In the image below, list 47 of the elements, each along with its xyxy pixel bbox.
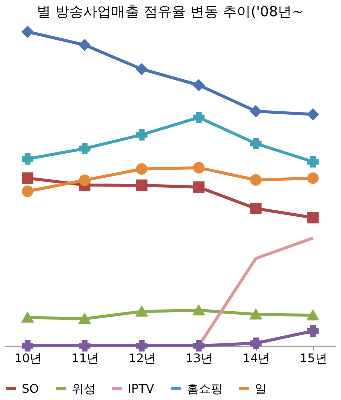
point <box>22 153 34 165</box>
point <box>250 138 262 150</box>
x-tick-label: 11년 <box>72 352 100 366</box>
point <box>193 340 205 352</box>
point <box>250 106 262 118</box>
point <box>307 156 319 168</box>
point <box>22 186 34 198</box>
point <box>250 338 262 350</box>
x-tick-label: 15년 <box>300 352 328 366</box>
point <box>22 26 34 38</box>
legend-label: 일 <box>255 382 267 396</box>
point <box>250 309 262 320</box>
point <box>250 203 262 215</box>
x-tick-label: 12년 <box>128 352 156 366</box>
point <box>136 306 148 317</box>
point <box>79 340 91 352</box>
point <box>136 180 148 192</box>
point <box>250 174 262 186</box>
legend-label: 홈쇼핑 <box>187 382 223 396</box>
point <box>307 108 319 120</box>
point <box>307 326 319 337</box>
point <box>79 39 91 51</box>
point <box>79 174 91 186</box>
point <box>79 143 91 155</box>
x-tick-label: 13년 <box>186 352 214 366</box>
point <box>79 314 91 324</box>
point <box>307 212 319 224</box>
point <box>193 305 205 316</box>
chart-title: 별 방송사업매출 점유율 변동 추이('08년~ <box>37 4 304 20</box>
x-tick-label: 14년 <box>242 352 270 366</box>
point <box>193 80 205 92</box>
legend-label: 위성 <box>72 382 96 396</box>
point <box>136 163 148 175</box>
point <box>136 64 148 76</box>
point <box>22 312 34 323</box>
point <box>22 340 34 352</box>
point <box>193 182 205 194</box>
point <box>193 112 205 124</box>
point <box>22 172 34 184</box>
legend-label: IPTV <box>128 382 156 396</box>
point <box>136 129 148 141</box>
point <box>136 340 148 352</box>
point <box>307 172 319 184</box>
legend-label: SO <box>22 382 40 396</box>
point <box>307 310 319 321</box>
point <box>193 162 205 174</box>
x-tick-label: 10년 <box>14 352 42 366</box>
